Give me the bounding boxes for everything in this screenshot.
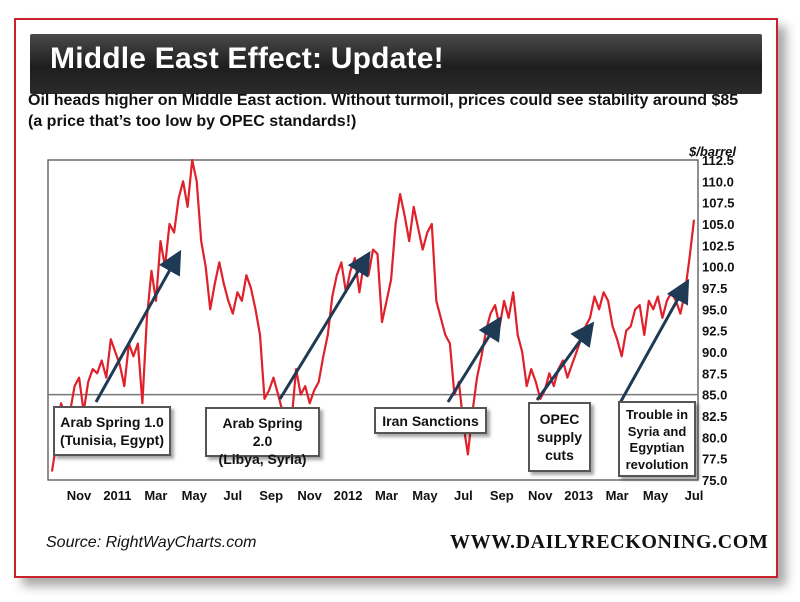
- y-tick-label: 102.5: [702, 238, 735, 253]
- y-tick-label: 112.5: [702, 153, 734, 168]
- y-tick-label: 75.0: [702, 473, 727, 488]
- annotation-arab-spring-2: Arab Spring 2.0 (Libya, Syria): [205, 407, 320, 467]
- x-tick-label: Mar: [375, 488, 398, 503]
- annotation-line: Arab Spring 2.0: [222, 415, 303, 449]
- y-axis-ticks: 112.5 110.0 107.5 105.0 102.5 100.0 97.5 95.0 92…: [702, 153, 735, 488]
- x-tick-label: Jul: [223, 488, 242, 503]
- trend-arrow-3: [446, 316, 502, 403]
- annotation-line: (Tunisia, Egypt): [60, 432, 164, 448]
- x-tick-label: Mar: [144, 488, 167, 503]
- annotation-line: Trouble in: [625, 407, 689, 422]
- x-tick-label: Nov: [528, 488, 553, 503]
- x-tick-label: May: [412, 488, 438, 503]
- title-banner: Middle East Effect: Update!: [30, 34, 762, 94]
- annotation-iran-sanctions: Iran Sanctions: [374, 407, 487, 434]
- annotation-line: Syria and: [627, 423, 687, 439]
- x-tick-label: May: [643, 488, 669, 503]
- trend-arrow-5: [618, 278, 690, 404]
- x-tick-label: Nov: [297, 488, 322, 503]
- y-tick-label: 107.5: [702, 196, 735, 211]
- chart-title: Middle East Effect: Update!: [50, 42, 444, 75]
- trend-arrow-1: [94, 249, 182, 403]
- x-tick-label: May: [182, 488, 208, 503]
- annotation-syria-egypt: Trouble in Syria and Egyptian revolution: [618, 401, 696, 477]
- annotation-line: cuts: [545, 447, 574, 463]
- x-axis-ticks: Nov 2011 Mar May Jul Sep Nov 2012 Mar May Jul Sep No…: [67, 488, 704, 503]
- x-tick-label: 2011: [103, 488, 131, 503]
- trend-arrows: [94, 249, 690, 404]
- y-tick-label: 97.5: [702, 281, 727, 296]
- annotation-line: OPEC: [539, 411, 580, 427]
- annotation-line: supply: [536, 429, 583, 445]
- annotation-line: (Libya, Syria): [218, 451, 307, 467]
- annotation-line: Arab Spring 1.0: [60, 414, 164, 430]
- chart-subtitle: Oil heads higher on Middle East action. …: [28, 92, 739, 130]
- x-tick-label: Nov: [67, 488, 92, 503]
- y-tick-label: 87.5: [702, 366, 727, 381]
- annotation-line: Egyptian: [629, 440, 685, 455]
- brand-url: WWW.DAILYRECKONING.COM: [450, 531, 769, 553]
- y-tick-label: 85.0: [702, 388, 727, 403]
- x-tick-label: Jul: [454, 488, 473, 503]
- y-tick-label: 100.0: [702, 260, 735, 275]
- x-tick-label: Mar: [606, 488, 629, 503]
- x-tick-label: Sep: [259, 488, 283, 503]
- x-tick-label: 2013: [564, 488, 593, 503]
- y-tick-label: 82.5: [702, 409, 727, 424]
- x-tick-label: 2012: [334, 488, 363, 503]
- x-tick-label: Sep: [490, 488, 514, 503]
- trend-arrow-2: [278, 251, 371, 400]
- annotation-arab-spring-1: Arab Spring 1.0 (Tunisia, Egypt): [53, 406, 171, 456]
- source-note: Source: RightWayCharts.com: [46, 534, 257, 551]
- y-tick-label: 110.0: [702, 174, 734, 189]
- y-tick-label: 92.5: [702, 324, 727, 339]
- y-tick-label: 80.0: [702, 430, 727, 445]
- annotation-line: Iran Sanctions: [382, 413, 479, 429]
- annotation-line: revolution: [625, 456, 689, 472]
- x-tick-label: Jul: [685, 488, 704, 503]
- y-tick-label: 105.0: [702, 217, 735, 232]
- y-tick-label: 90.0: [702, 345, 727, 360]
- y-axis-unit-label: $/barrel: [689, 144, 736, 159]
- y-tick-label: 95.0: [702, 302, 727, 317]
- y-tick-label: 77.5: [702, 452, 727, 467]
- annotation-opec-supply-cuts: OPEC supply cuts: [528, 402, 591, 472]
- trend-arrow-4: [535, 321, 595, 401]
